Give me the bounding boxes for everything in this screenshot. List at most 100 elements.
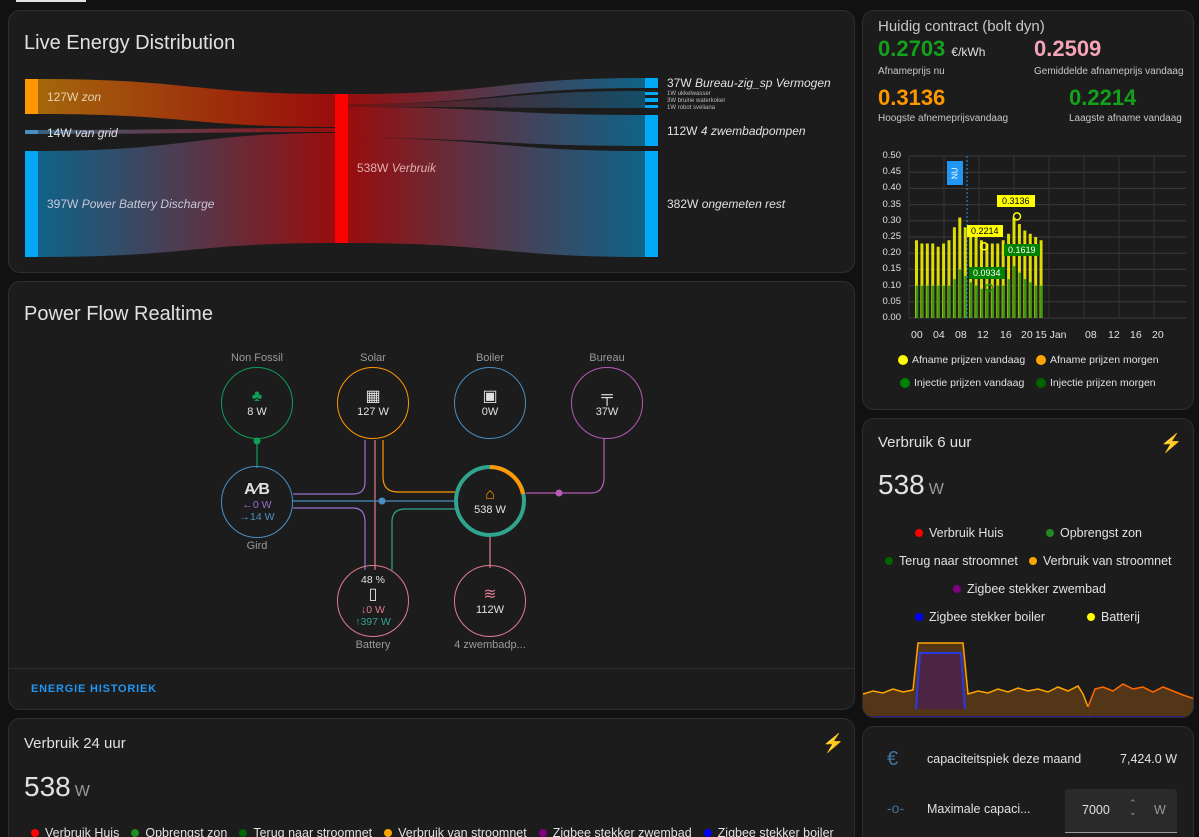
legend-item[interactable]: Batterij	[1087, 610, 1140, 624]
power-flow-card: Power Flow Realtime Non Fossil ♣ 8 W Sol…	[8, 281, 855, 710]
price-bar-injectie	[969, 282, 973, 318]
x-tick-label: 12	[1108, 329, 1120, 341]
price-bar-injectie	[937, 285, 940, 318]
price-bar-afname	[1023, 230, 1027, 318]
verbruik-6-value: 538 W	[878, 469, 944, 500]
capacity-max-label: Maximale capaci...	[927, 802, 1031, 816]
transmission-tower-icon: A∕B	[244, 481, 270, 498]
price-bar-injectie	[996, 285, 1000, 318]
price-bar-injectie	[1034, 285, 1038, 318]
x-tick-label: 16	[1000, 329, 1012, 341]
sankey-flow-bureau	[348, 78, 645, 104]
price-bar-afname	[958, 217, 962, 318]
price-bar-injectie	[926, 285, 930, 318]
price-bar-afname	[1034, 237, 1038, 318]
price-bar-injectie	[980, 288, 984, 318]
x-tick-label: 20	[1021, 329, 1033, 341]
capacity-max-input[interactable]: 7000 ⌃ ⌄ W	[1065, 789, 1177, 833]
legend-item[interactable]: Verbruik van stroomnet	[384, 826, 527, 837]
price-bar-afname	[1007, 233, 1011, 318]
capacity-max-value: 7000	[1082, 803, 1110, 817]
spin-icon[interactable]: ⌃ ⌄	[1129, 798, 1137, 817]
flash-icon: ⚡	[822, 733, 845, 753]
solar-panel-icon: ▦	[365, 388, 381, 405]
legend-item[interactable]: Verbruik Huis	[31, 826, 119, 837]
legend-item[interactable]: Zigbee stekker boiler	[915, 610, 1045, 624]
price-bar-injectie	[1018, 272, 1022, 318]
desk-icon: ╤	[601, 388, 613, 405]
price-min: 0.2214	[1069, 85, 1137, 110]
tree-icon: ♣	[251, 388, 263, 405]
price-bar-afname	[920, 243, 924, 318]
price-bar-injectie	[1023, 279, 1027, 318]
sankey-flow-pool	[348, 107, 645, 146]
capacity-max-unit: W	[1154, 803, 1166, 817]
pool-node[interactable]: ≋ 112W	[454, 565, 526, 637]
solar-node[interactable]: ▦ 127 W	[337, 367, 409, 439]
verbruik-6-card: Verbruik 6 uur ⚡ 538 W Verbruik Huis Opbr…	[862, 418, 1194, 718]
pool-label: 4 zwembadp...	[454, 639, 526, 651]
annotation-min: 0.2214	[967, 225, 1003, 237]
price-bar-afname	[1001, 240, 1005, 318]
battery-node[interactable]: 48 % ▯ ↓0 W ↑397 W	[337, 565, 409, 637]
boiler-node[interactable]: ▣ 0W	[454, 367, 526, 439]
price-now-label: Afnameprijs nu	[878, 66, 945, 77]
y-tick-label: 0.20	[882, 247, 902, 259]
slider-icon: -o-	[887, 800, 905, 816]
price-legend-0[interactable]: Afname prijzen vandaag	[898, 354, 1025, 366]
bureau-node[interactable]: ╤ 37W	[571, 367, 643, 439]
price-bar-afname	[963, 227, 967, 318]
price-legend-2[interactable]: Injectie prijzen vandaag	[900, 377, 1024, 389]
price-max-label: Hoogste afnemeprijsvandaag	[878, 113, 1009, 124]
non-fossil-value: 8 W	[247, 406, 267, 418]
non-fossil-node[interactable]: ♣ 8 W	[221, 367, 293, 439]
sankey-node-consumption	[335, 94, 348, 243]
legend-item[interactable]: Terug naar stroomnet	[239, 826, 372, 837]
legend-item[interactable]: Opbrengst zon	[1046, 526, 1142, 540]
price-bar-afname	[1017, 224, 1021, 318]
sankey-node-pool	[645, 115, 658, 146]
y-tick-label: 0.25	[882, 231, 902, 242]
price-bar-afname	[990, 243, 994, 318]
home-node[interactable]: ⌂ 538 W	[454, 465, 526, 537]
sankey-node-bureau	[645, 78, 658, 88]
legend-item[interactable]: Zigbee stekker zwembad	[538, 826, 692, 837]
price-title: Huidig contract (bolt dyn)	[878, 18, 1045, 35]
price-legend-3[interactable]: Injectie prijzen morgen	[1036, 377, 1156, 389]
sankey-node-tiny-1	[645, 92, 658, 95]
price-now: 0.2703 €/kWh	[878, 36, 986, 61]
legend-item[interactable]: Zigbee stekker boiler	[703, 826, 834, 837]
sankey-label-bureau: 37W Bureau-zig_sp Vermogen	[667, 76, 831, 90]
verbruik-6-sparkline	[863, 642, 1193, 717]
price-bar-afname	[947, 240, 951, 318]
legend-item[interactable]: Verbruik van stroomnet	[1029, 554, 1172, 568]
y-tick-label: 0.30	[882, 214, 902, 226]
legend-item[interactable]: Terug naar stroomnet	[885, 554, 1018, 568]
legend-item[interactable]: Zigbee stekker zwembad	[953, 582, 1106, 596]
y-tick-label: 0.50	[882, 150, 902, 161]
energy-history-link[interactable]: ENERGIE HISTORIEK	[31, 683, 157, 695]
sankey-node-grid	[25, 130, 38, 134]
non-fossil-label: Non Fossil	[231, 352, 283, 364]
price-bar-afname	[985, 243, 989, 318]
price-bar-afname	[996, 243, 1000, 318]
price-bar-injectie	[948, 285, 951, 318]
sankey-flow-tiny	[348, 91, 645, 108]
price-bar-afname	[931, 243, 935, 318]
x-tick-label: 12	[977, 329, 989, 341]
x-tick-label: 20	[1152, 329, 1164, 341]
sankey-label-tiny-1: 1W ukkelwasser	[667, 91, 711, 97]
legend-item[interactable]: Opbrengst zon	[131, 826, 227, 837]
sankey-node-tiny-3	[645, 105, 658, 108]
home-value: 538 W	[474, 504, 506, 516]
price-bar-injectie	[920, 285, 924, 318]
legend-item[interactable]: Verbruik Huis	[915, 526, 1003, 540]
flash-icon: ⚡	[1160, 433, 1183, 453]
sankey-flow-battery	[38, 133, 335, 257]
y-tick-label: 0.10	[882, 279, 902, 291]
verbruik-6-title: Verbruik 6 uur	[878, 434, 972, 451]
price-legend-1[interactable]: Afname prijzen morgen	[1036, 354, 1159, 366]
y-tick-label: 0.40	[882, 182, 902, 194]
grid-node[interactable]: A∕B ←0 W →14 W	[221, 466, 293, 538]
x-tick-label: 00	[911, 329, 923, 341]
